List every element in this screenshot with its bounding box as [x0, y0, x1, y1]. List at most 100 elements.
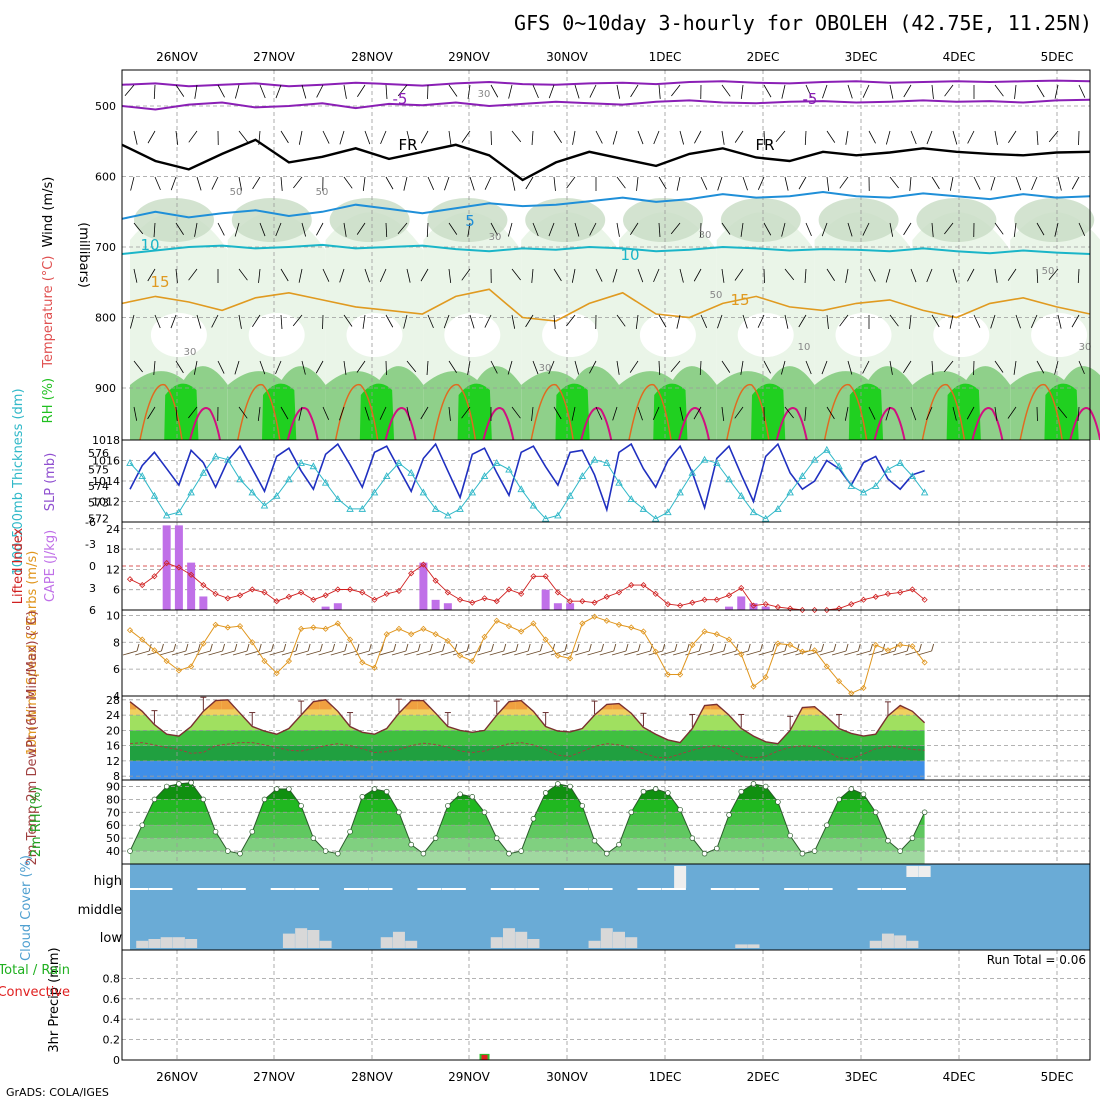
wind-barb: [589, 360, 597, 374]
wind-barb: [362, 314, 366, 329]
rh-point: [481, 809, 488, 816]
top-date-label: 4DEC: [943, 50, 976, 64]
wind-barb: [574, 222, 580, 237]
wind-barb: [635, 314, 639, 329]
contour-line-magenta: [775, 407, 808, 441]
wind-barb: [952, 130, 958, 145]
surface-barb: [428, 650, 443, 656]
wind-barb: [826, 268, 835, 281]
contour-label: 15: [730, 291, 749, 309]
low-cloud-bar: [392, 931, 405, 948]
lifted-index-point: [200, 582, 207, 589]
cape-bar: [566, 603, 575, 610]
wind-barb: [763, 84, 772, 98]
lifted-index-point: [359, 589, 366, 596]
wind-barb: [426, 222, 429, 238]
rh-shade-mid: [1014, 198, 1095, 242]
pressure-unit-label: (millibars): [76, 222, 91, 288]
wind-barb: [448, 406, 451, 421]
wind-barb: [1008, 130, 1017, 143]
surface-barb: [501, 650, 517, 656]
low-cloud-bar: [148, 939, 161, 948]
thickness-tick-label: 573: [88, 496, 109, 509]
temperature-tick-label: 28: [106, 694, 120, 707]
thickness-point: [749, 508, 758, 516]
wind-barb: [994, 222, 1004, 235]
low-cloud-bar: [747, 944, 760, 948]
surface-barb-flag: [332, 643, 336, 652]
thickness-point: [138, 472, 146, 480]
contour-line-magenta: [971, 407, 1004, 441]
surface-barb-flag: [857, 643, 861, 652]
pressure-ticks: 500 600 700 800 900: [95, 100, 116, 395]
rh-grid: [122, 780, 1090, 864]
low-cloud-bar: [502, 928, 515, 948]
wind-barb: [525, 176, 534, 190]
thickness-point: [272, 491, 281, 499]
temperature-peak-band: [417, 700, 430, 710]
thickness-point: [431, 504, 440, 512]
thickness-point: [382, 472, 391, 480]
wind-barb: [1078, 222, 1086, 236]
lifted-index-point: [603, 593, 610, 600]
low-cloud-bar: [869, 940, 882, 948]
rh-point: [591, 837, 598, 844]
contour-line-magenta: [482, 407, 515, 441]
wind-barb: [966, 406, 975, 420]
lifted-index-point: [139, 582, 146, 589]
wind-barb: [153, 360, 156, 375]
high-cloud-strip: [710, 888, 735, 890]
wind-speed-point: [493, 617, 500, 624]
cape-tick-label: 24: [106, 523, 120, 536]
lifted-index-point: [285, 593, 292, 600]
cloud-layer-label: middle: [78, 903, 122, 918]
rh-tick-label: 70: [106, 806, 120, 819]
wind-barb: [356, 360, 366, 373]
thickness-point: [896, 459, 904, 466]
contour-line: [121, 138, 1091, 182]
wind-barb: [420, 268, 429, 282]
wind-barb: [1015, 314, 1021, 329]
surface-barb-flag: [478, 643, 482, 652]
wind-barb: [343, 84, 347, 99]
surface-barb: [893, 650, 908, 656]
wind-barb: [322, 130, 330, 144]
wind-barb: [507, 360, 513, 375]
wind-barb: [734, 406, 744, 419]
high-cloud-strip: [588, 888, 613, 890]
rh-tick-label: 90: [106, 780, 120, 793]
lifted-index-point: [652, 590, 659, 597]
contour-line-orange: [530, 383, 574, 441]
surface-barb: [624, 650, 639, 656]
rh-point: [555, 781, 561, 787]
lifted-index-point: [872, 593, 879, 600]
wind-barb: [1057, 314, 1062, 329]
rh-point: [848, 786, 855, 792]
wind-barb: [637, 268, 644, 283]
wind-barb: [194, 84, 198, 99]
wind-barb: [952, 268, 958, 283]
pressure-tick-label: 700: [95, 241, 116, 254]
wind-barb: [658, 176, 667, 190]
surface-barb-flag: [894, 643, 898, 652]
surface-barb-flag: [515, 643, 519, 652]
surface-barb: [819, 650, 834, 656]
wind-barb: [258, 130, 261, 145]
cloud-bars: [124, 866, 931, 948]
wind-barb: [653, 130, 660, 145]
wind-barb: [889, 222, 894, 237]
surface-barb-flag: [613, 643, 617, 652]
surface-barb-flag: [368, 643, 372, 652]
lifted-index-point: [554, 589, 561, 596]
wind-barb: [990, 176, 996, 191]
wind-barb: [259, 84, 266, 99]
wind-speed-label: 10m Wind Speed & Barbs (m/s): [25, 551, 40, 756]
wind-barb: [926, 406, 933, 421]
rh-point: [176, 781, 182, 787]
wind-speed-point: [505, 623, 513, 630]
thickness-point: [761, 514, 770, 522]
surface-barb-flag: [674, 643, 678, 652]
wind-barb: [784, 406, 794, 419]
wind-barb: [566, 314, 576, 327]
